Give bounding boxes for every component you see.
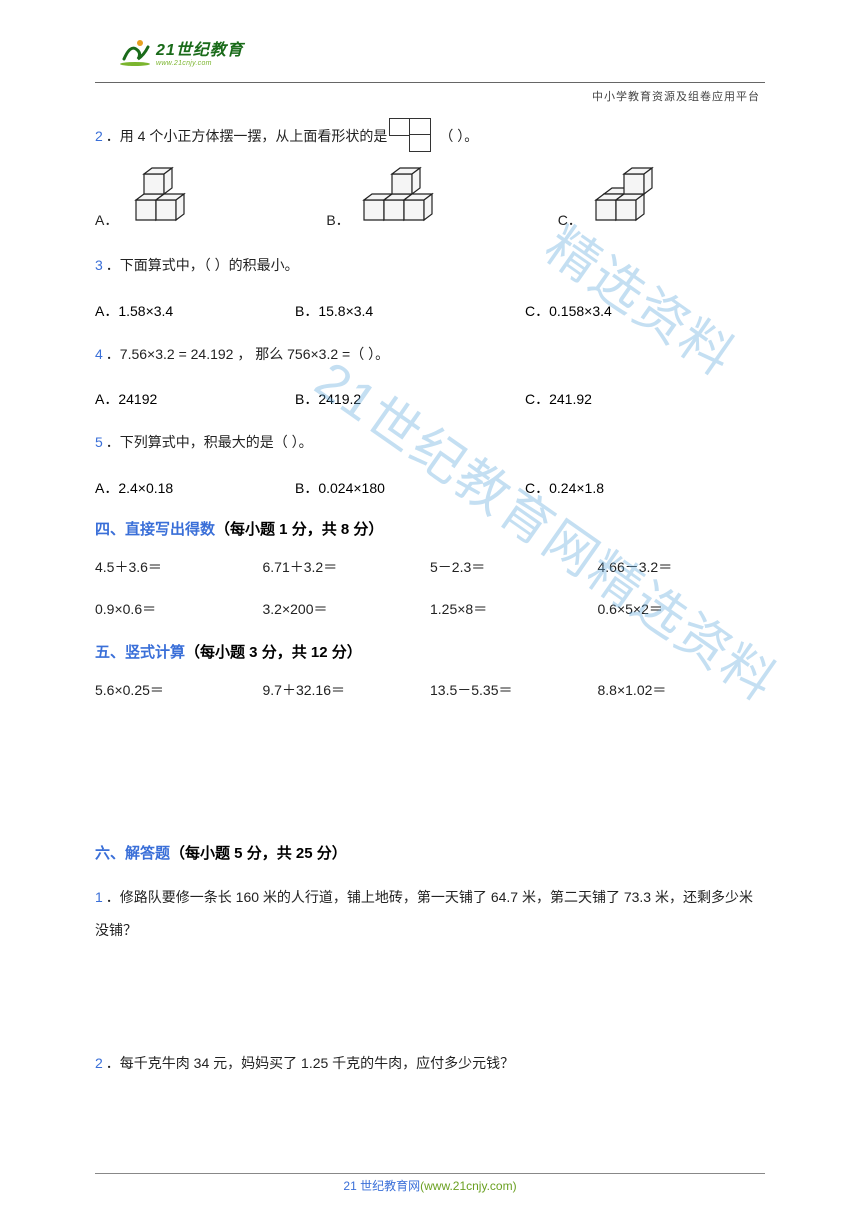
q2-c-label: C．: [558, 210, 582, 230]
q2-num: 2: [95, 128, 103, 144]
q4-option-c[interactable]: C．241.92: [525, 389, 765, 409]
q2-option-c[interactable]: C．: [558, 160, 670, 230]
question-4: 4．7.56×3.2 = 24.192 ， 那么 756×3.2 =（ ）。: [95, 341, 765, 368]
q3-option-b[interactable]: B．15.8×3.4: [295, 301, 525, 321]
question-2: 2 ．用 4 个小正方体摆一摆，从上面看形状的是 （ ）。: [95, 118, 765, 154]
section-6-title: 六、解答题（每小题 5 分，共 25 分）: [95, 842, 765, 863]
q2-options: A． B．: [95, 160, 765, 230]
sec4-r2-c: 1.25×8＝: [430, 599, 598, 619]
q2-a-label: A．: [95, 210, 118, 230]
q2-option-a[interactable]: A．: [95, 160, 206, 230]
top-view-shape-icon: [389, 118, 433, 154]
footer-text-2: (www.21cnjy.com): [420, 1179, 516, 1193]
footer-divider: [95, 1173, 765, 1174]
q4-option-a[interactable]: A．24192: [95, 389, 295, 409]
answer-space-1: [95, 970, 765, 1050]
sec5-d: 8.8×1.02＝: [598, 680, 766, 700]
sec5-a: 5.6×0.25＝: [95, 680, 263, 700]
cube-figure-a-icon: [126, 160, 206, 230]
wq2-text: ．每千克牛肉 34 元，妈妈买了 1.25 千克的牛肉，应付多少元钱？: [106, 1055, 514, 1071]
wq1-num: 1: [95, 889, 103, 905]
q3-options: A．1.58×3.4 B．15.8×3.4 C．0.158×3.4: [95, 301, 765, 321]
sec4-r1-a: 4.5＋3.6＝: [95, 557, 263, 577]
q5-option-c[interactable]: C．0.24×1.8: [525, 478, 765, 498]
q5-text: ．下列算式中，积最大的是（ ）。: [106, 434, 313, 450]
sec6-blue: 六、解答题: [95, 845, 170, 862]
question-5: 5．下列算式中，积最大的是（ ）。: [95, 429, 765, 456]
cube-figure-c-icon: [590, 160, 670, 230]
sec6-black: （每小题 5 分，共 25 分）: [170, 845, 347, 862]
sec4-r1-c: 5－2.3＝: [430, 557, 598, 577]
page: 21世纪教育 www.21cnjy.com 中小学教育资源及组卷应用平台 21世…: [0, 0, 860, 1077]
q4-num: 4: [95, 346, 103, 362]
sec4-r1-d: 4.66－3.2＝: [598, 557, 766, 577]
sec5-black: （每小题 3 分，共 12 分）: [185, 644, 362, 661]
q3-text: ．下面算式中，（ ）的积最小。: [106, 257, 299, 273]
wq1-text: ．修路队要修一条长 160 米的人行道，铺上地砖，第一天铺了 64.7 米，第二…: [95, 889, 753, 939]
q4-text: ．7.56×3.2 = 24.192 ， 那么 756×3.2 =（ ）。: [106, 346, 389, 362]
q3-option-a[interactable]: A．1.58×3.4: [95, 301, 295, 321]
sec4-r2-d: 0.6×5×2＝: [598, 599, 766, 619]
footer: 21 世纪教育网(www.21cnjy.com): [0, 1177, 860, 1194]
q4-option-b[interactable]: B．2419.2: [295, 389, 525, 409]
sec4-blue: 四、直接写出得数: [95, 521, 215, 538]
wq2-num: 2: [95, 1055, 103, 1071]
sec5-b: 9.7＋32.16＝: [263, 680, 431, 700]
q5-num: 5: [95, 434, 103, 450]
sec4-r1-b: 6.71＋3.2＝: [263, 557, 431, 577]
q2-option-b[interactable]: B．: [326, 160, 437, 230]
q5-options: A．2.4×0.18 B．0.024×180 C．0.24×1.8: [95, 478, 765, 498]
q2-text-before: ．用 4 个小正方体摆一摆，从上面看形状的是: [106, 123, 388, 150]
sec4-row2: 0.9×0.6＝ 3.2×200＝ 1.25×8＝ 0.6×5×2＝: [95, 599, 765, 619]
word-question-2: 2．每千克牛肉 34 元，妈妈买了 1.25 千克的牛肉，应付多少元钱？: [95, 1050, 765, 1077]
spacer: [95, 722, 765, 792]
q2-text-after: （ ）。: [439, 123, 478, 150]
sec4-black: （每小题 1 分，共 8 分）: [215, 521, 383, 538]
footer-text-1: 21 世纪教育网: [343, 1179, 420, 1193]
q3-num: 3: [95, 257, 103, 273]
word-question-1: 1．修路队要修一条长 160 米的人行道，铺上地砖，第一天铺了 64.7 米，第…: [95, 881, 765, 948]
cube-figure-b-icon: [358, 160, 438, 230]
sec5-row: 5.6×0.25＝ 9.7＋32.16＝ 13.5－5.35＝ 8.8×1.02…: [95, 680, 765, 700]
sec4-r2-b: 3.2×200＝: [263, 599, 431, 619]
sec4-row1: 4.5＋3.6＝ 6.71＋3.2＝ 5－2.3＝ 4.66－3.2＝: [95, 557, 765, 577]
sec4-r2-a: 0.9×0.6＝: [95, 599, 263, 619]
q3-option-c[interactable]: C．0.158×3.4: [525, 301, 765, 321]
question-3: 3．下面算式中，（ ）的积最小。: [95, 252, 765, 279]
sec5-blue: 五、竖式计算: [95, 644, 185, 661]
section-4-title: 四、直接写出得数（每小题 1 分，共 8 分）: [95, 518, 765, 539]
section-5-title: 五、竖式计算（每小题 3 分，共 12 分）: [95, 641, 765, 662]
sec5-c: 13.5－5.35＝: [430, 680, 598, 700]
q5-option-a[interactable]: A．2.4×0.18: [95, 478, 295, 498]
q2-b-label: B．: [326, 210, 349, 230]
q4-options: A．24192 B．2419.2 C．241.92: [95, 389, 765, 409]
q5-option-b[interactable]: B．0.024×180: [295, 478, 525, 498]
content: 21世纪教育网精选资料 精选资料 2 ．用 4 个小正方体摆一摆，从上面看形状的…: [95, 30, 765, 1077]
